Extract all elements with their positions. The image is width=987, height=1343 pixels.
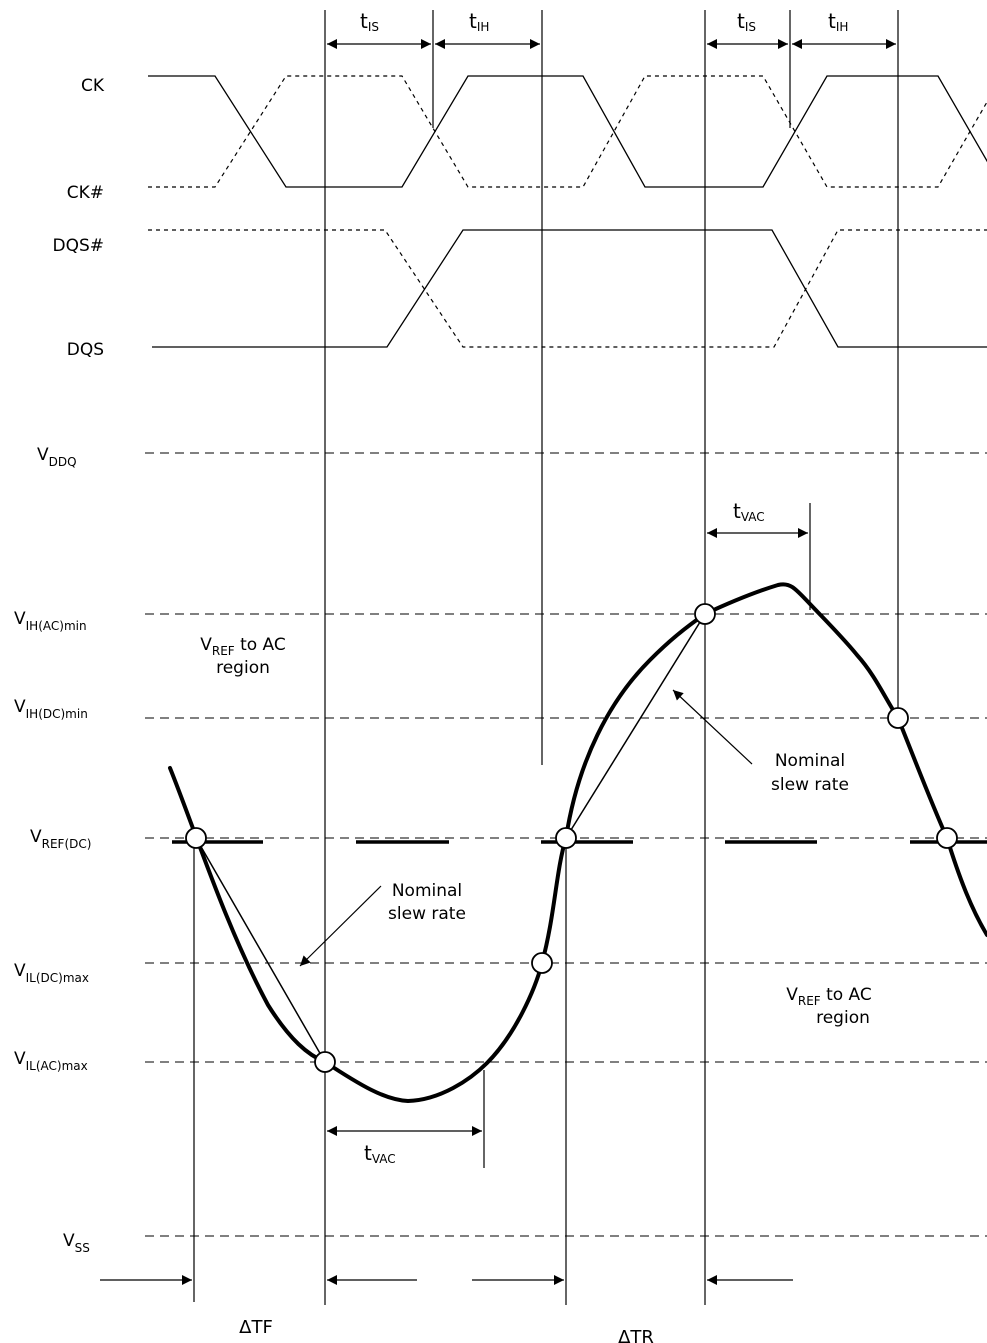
nominal-slew-lines xyxy=(195,613,706,1063)
dqs-n-waveform xyxy=(148,229,987,348)
nominal-slew-label-2: Nominal xyxy=(775,751,845,771)
ck-label: CK xyxy=(81,76,105,96)
vih-dc-label: VIH(DC)min xyxy=(14,697,88,721)
tvac-label-2: tVAC xyxy=(364,1141,396,1166)
vref-region-line2-1: region xyxy=(216,658,270,678)
nominal-slew-label-2b: slew rate xyxy=(771,775,849,795)
ck-n-label: CK# xyxy=(67,183,104,203)
tih-label-1: tIH xyxy=(469,9,489,34)
delta-tf-label: ΔTF xyxy=(239,1317,273,1338)
tvac-label-1: tVAC xyxy=(733,499,765,524)
dqs-n-label: DQS# xyxy=(52,236,104,256)
ck-waveform xyxy=(148,75,987,188)
vref-region-label-1: VREF to AC xyxy=(200,635,286,658)
dqs-waveform xyxy=(152,229,987,348)
vil-ac-label: VIL(AC)max xyxy=(14,1049,88,1073)
vref-dc-label: VREF(DC) xyxy=(30,827,91,851)
vss-label: VSS xyxy=(63,1231,90,1255)
vertical-guides xyxy=(193,10,899,1305)
vref-region-line2-2: region xyxy=(816,1008,870,1028)
tih-label-2: tIH xyxy=(828,9,848,34)
timing-arrows xyxy=(100,39,896,1285)
nominal-slew-label-1: Nominal xyxy=(392,881,462,901)
vil-dc-label: VIL(DC)max xyxy=(14,961,89,985)
tis-label-2: tIS xyxy=(737,9,756,34)
vddq-label: VDDQ xyxy=(37,445,77,469)
vref-region-label-2: VREF to AC xyxy=(786,985,872,1008)
nominal-slew-label-1b: slew rate xyxy=(388,904,466,924)
dqs-label: DQS xyxy=(67,340,104,360)
vih-ac-label: VIH(AC)min xyxy=(14,609,87,633)
delta-tr-label: ΔTR xyxy=(618,1327,654,1343)
ck-n-waveform xyxy=(148,75,987,188)
crossing-points xyxy=(185,603,958,1073)
tis-label-1: tIS xyxy=(360,9,379,34)
